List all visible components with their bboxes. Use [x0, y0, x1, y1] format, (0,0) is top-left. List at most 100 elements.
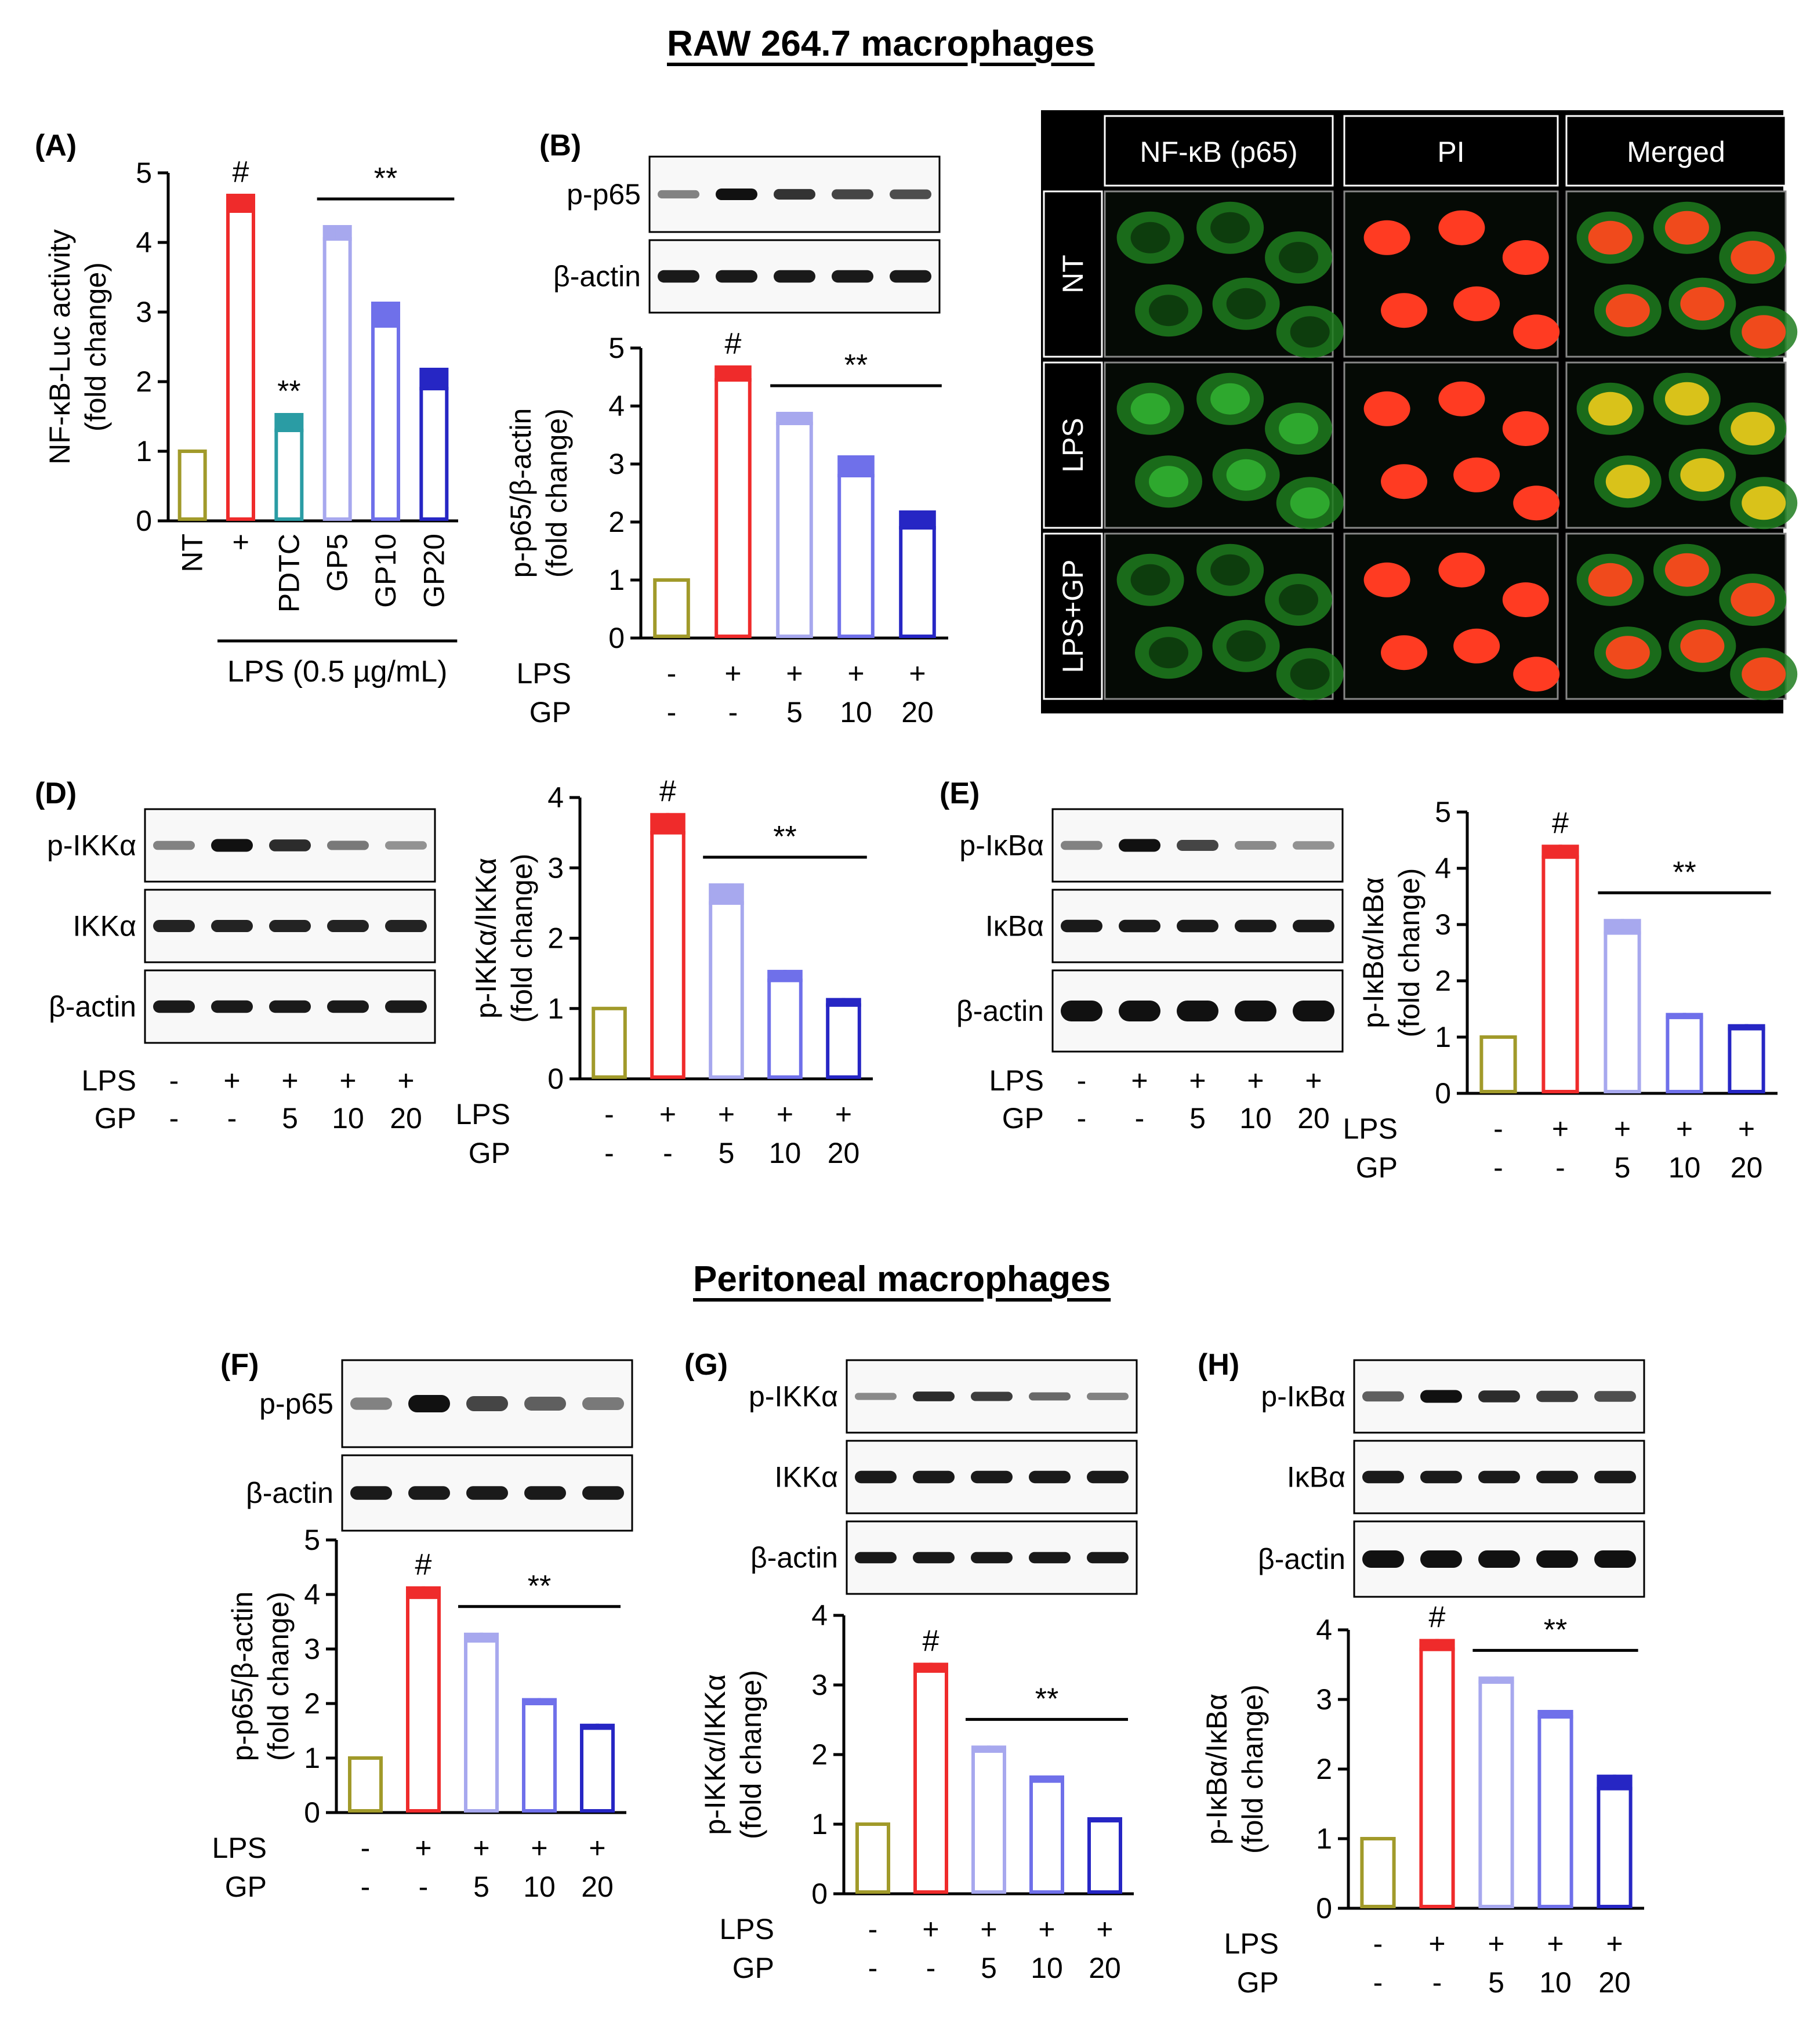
- y-axis-label-unit: (fold change): [735, 1670, 767, 1839]
- bar: [464, 1639, 499, 1813]
- blot-band: [1119, 1001, 1160, 1021]
- bar: [776, 422, 813, 638]
- lps-value: +: [531, 1832, 547, 1864]
- blot-band: [1177, 919, 1218, 933]
- blot-label: IKKα: [775, 1461, 839, 1494]
- lps-value: +: [718, 1098, 735, 1130]
- blot-band: [855, 1393, 897, 1400]
- bar: [322, 237, 352, 521]
- blot-h: p-IκBα IκBα β-actin: [1258, 1359, 1645, 1598]
- y-axis-label-unit: (fold change): [506, 854, 538, 1023]
- blot-band: [1536, 1470, 1578, 1484]
- if-nucleus-green: [1210, 554, 1250, 586]
- bar: [1666, 1016, 1703, 1094]
- y-tick-label: 1: [304, 1742, 320, 1774]
- gp-value: -: [227, 1102, 237, 1135]
- if-panel: NF-κB (p65) PI Merged NT LPS LPS+GP: [1041, 110, 1798, 713]
- blot-band: [1119, 839, 1160, 852]
- if-nucleus-red: [1513, 485, 1560, 521]
- bar: [406, 1595, 441, 1813]
- if-nucleus-green: [1290, 316, 1330, 348]
- lps-value: +: [281, 1064, 298, 1097]
- blot-band: [385, 1000, 427, 1013]
- y-tick-label: 2: [304, 1687, 320, 1720]
- header-peritoneal: Peritoneal macrophages: [693, 1259, 1111, 1299]
- if-nucleus-green: [1226, 288, 1266, 320]
- significance-hash: #: [923, 1625, 940, 1658]
- if-column-header-box: [1104, 115, 1334, 187]
- y-tick-label: 3: [811, 1669, 828, 1701]
- if-column-header-box: [1565, 115, 1787, 187]
- blot-band: [890, 189, 931, 200]
- significance-hash: #: [415, 1548, 432, 1582]
- chart-b: 0 1 2 3 4 5 p-p65/β-actin (fold change) # ** LPS GP…: [505, 327, 948, 729]
- lps-value: +: [1606, 1927, 1623, 1960]
- if-column-header: PI: [1437, 136, 1464, 168]
- if-nucleus-red: [1502, 582, 1549, 617]
- gp-row-label: GP: [469, 1137, 510, 1169]
- blot-band: [408, 1486, 450, 1500]
- blot-band: [1420, 1390, 1462, 1403]
- lps-value: -: [1373, 1927, 1383, 1960]
- if-nucleus-green: [1290, 487, 1330, 519]
- bar: [1604, 931, 1641, 1094]
- blot-band: [1420, 1550, 1462, 1568]
- blot-band: [211, 839, 253, 852]
- blot-band: [1293, 841, 1334, 850]
- bar: [971, 1749, 1006, 1894]
- if-nucleus-merged: [1588, 563, 1633, 597]
- if-nucleus-green: [1279, 413, 1319, 444]
- bar: [580, 1726, 615, 1813]
- blot-label: p-IKKα: [749, 1380, 838, 1413]
- gp-value: 10: [1539, 1966, 1572, 1999]
- bar: [371, 324, 400, 521]
- y-tick-label: 5: [608, 332, 625, 364]
- if-nucleus-merged: [1680, 629, 1725, 663]
- blot-label: IκBα: [1287, 1461, 1345, 1494]
- blot-band: [1594, 1391, 1636, 1402]
- bar: [1541, 855, 1579, 1093]
- if-nucleus-red: [1381, 635, 1428, 671]
- chart-d: 0 1 2 3 4 p-IKKα/IKKα (fold change) # ** LPS GP - + +…: [455, 775, 873, 1169]
- blot-band: [524, 1397, 566, 1411]
- blot-label: β-actin: [553, 260, 641, 293]
- y-tick-label: 3: [1435, 908, 1451, 941]
- y-axis-label: p-p65/β-actin: [226, 1592, 259, 1762]
- lps-value: +: [1189, 1064, 1206, 1097]
- panel-label-e: (E): [940, 777, 980, 810]
- chart-a: 0 1 2 3 4 5 NF-κB-Luc activity (fold change) # **…: [43, 155, 458, 613]
- lps-value: -: [169, 1064, 179, 1097]
- if-nucleus-red: [1363, 391, 1410, 426]
- y-tick-label: 5: [304, 1524, 320, 1556]
- if-nucleus-green: [1290, 658, 1330, 690]
- gp-value: 20: [901, 696, 934, 729]
- y-tick-label: 4: [547, 781, 564, 814]
- lps-value: -: [1077, 1064, 1087, 1097]
- lps-value: +: [922, 1913, 939, 1945]
- x-tick-label: +: [224, 534, 257, 550]
- blot-band: [971, 1552, 1013, 1564]
- y-tick-label: 4: [1316, 1614, 1332, 1646]
- lps-value: -: [1493, 1112, 1503, 1145]
- blot-band: [1061, 840, 1102, 850]
- gp-value: -: [1432, 1966, 1442, 1999]
- blot-band: [971, 1470, 1013, 1484]
- bar: [1479, 1035, 1517, 1093]
- significance-stars: **: [1544, 1613, 1567, 1647]
- if-nucleus-red: [1363, 220, 1410, 255]
- blot-label: p-IκBα: [959, 829, 1044, 862]
- chart-g: 0 1 2 3 4 p-IKKα/IKKα (fold change) # ** LPS GP - + +…: [699, 1599, 1134, 1984]
- gp-value: 20: [390, 1102, 422, 1135]
- gp-value: 20: [581, 1871, 614, 1903]
- blot-band: [1235, 840, 1276, 850]
- x-group-label: LPS (0.5 µg/mL): [227, 655, 448, 688]
- lps-row-label: LPS: [1224, 1927, 1279, 1960]
- if-nucleus-green: [1149, 295, 1189, 327]
- blot-label: IκBα: [985, 910, 1044, 943]
- lps-value: +: [1305, 1064, 1322, 1097]
- panel-label-a: (A): [35, 129, 77, 162]
- chart-e: 0 1 2 3 4 5 p-IκBα/IκBα (fold change) # ** LPS GP - +…: [1343, 796, 1778, 1184]
- y-tick-label: 1: [1435, 1021, 1451, 1053]
- if-nucleus-red: [1381, 464, 1428, 499]
